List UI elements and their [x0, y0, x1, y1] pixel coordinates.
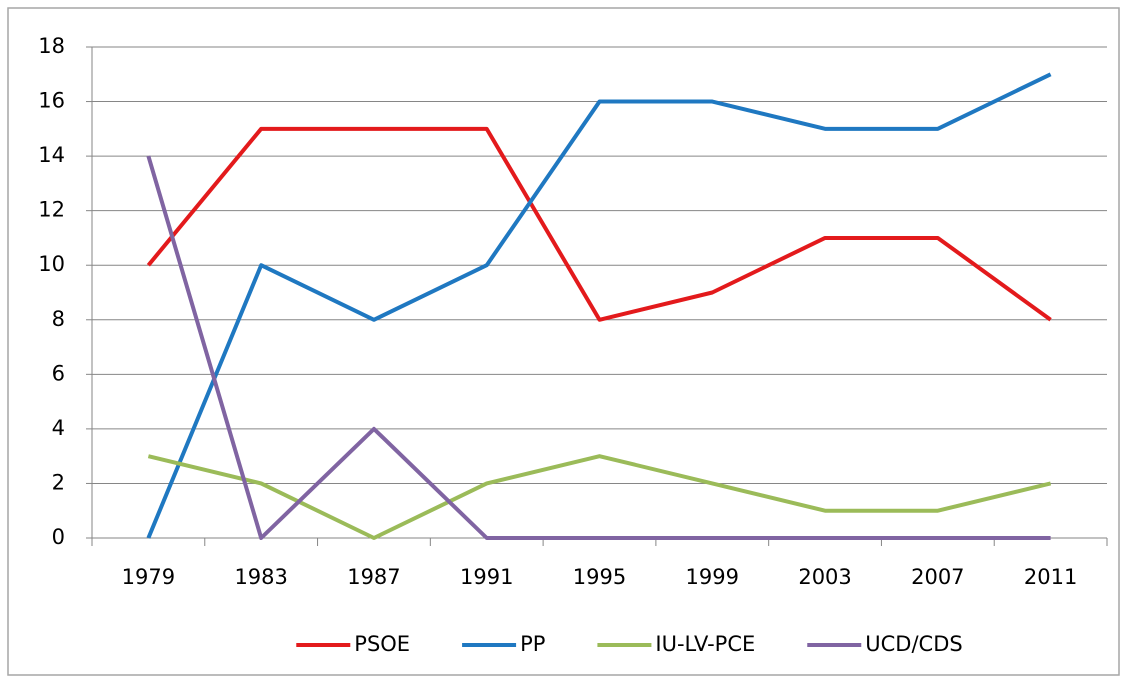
x-tick-label: 2003 [798, 565, 851, 589]
legend-label: PSOE [354, 632, 410, 656]
x-tick-label: 1995 [573, 565, 626, 589]
series-line [146, 72, 1052, 539]
x-tick-label: 2011 [1024, 565, 1077, 589]
y-tick-label: 8 [52, 307, 65, 331]
x-tick-label: 2007 [911, 565, 964, 589]
legend-label: IU-LV-PCE [655, 632, 755, 656]
y-tick-label: 4 [52, 416, 65, 440]
y-tick-label: 14 [38, 143, 65, 167]
series-line [146, 126, 1052, 322]
y-tick-label: 6 [52, 361, 65, 385]
x-tick-label: 1991 [460, 565, 513, 589]
y-tick-label: 16 [38, 89, 65, 113]
y-tick-label: 18 [38, 34, 65, 58]
x-tick-label: 1979 [122, 565, 175, 589]
x-tick-label: 1987 [347, 565, 400, 589]
legend-label: UCD/CDS [865, 632, 962, 656]
y-tick-label: 2 [52, 470, 65, 494]
x-tick-label: 1983 [234, 565, 287, 589]
series-line [146, 155, 1051, 540]
y-tick-label: 0 [52, 525, 65, 549]
x-tick-label: 1999 [686, 565, 739, 589]
chart-border [7, 7, 1120, 676]
y-tick-label: 10 [38, 252, 65, 276]
legend-label: PP [520, 632, 545, 656]
y-tick-label: 12 [38, 198, 65, 222]
